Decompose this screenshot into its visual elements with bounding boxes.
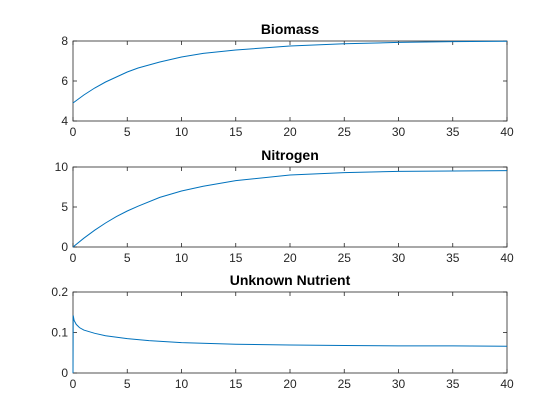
chart-1-series-line — [72, 40, 508, 104]
chart-2-xtick-label: 25 — [338, 251, 352, 265]
chart-3-xtick-label: 30 — [392, 377, 406, 391]
chart-3-xtick-label: 40 — [500, 377, 514, 391]
chart-1-xtick-label: 20 — [283, 125, 297, 139]
chart-1-ytick-label: 4 — [61, 114, 68, 128]
chart-3-xtick-label: 35 — [446, 377, 460, 391]
chart-2-axes-box — [72, 166, 508, 248]
chart-1-xtick-label: 0 — [70, 125, 77, 139]
chart-2-title: Nitrogen — [261, 147, 319, 163]
chart-2-xtick-label: 15 — [229, 251, 243, 265]
chart-1-ytick-label: 6 — [61, 74, 68, 88]
chart-1-xtick-label: 35 — [446, 125, 460, 139]
chart-1-xtick-label: 15 — [229, 125, 243, 139]
chart-3-xtick-label: 25 — [338, 377, 352, 391]
chart-3-xtick-label: 15 — [229, 377, 243, 391]
chart-2-xtick-label: 10 — [175, 251, 189, 265]
chart-1-title: Biomass — [261, 21, 320, 37]
chart-1-xtick-label: 25 — [338, 125, 352, 139]
chart-2-xtick-label: 0 — [70, 251, 77, 265]
chart-1-xtick-label: 5 — [124, 125, 131, 139]
chart-1-xtick-label: 40 — [500, 125, 514, 139]
chart-2-xtick-label: 5 — [124, 251, 131, 265]
chart-3-xtick-label: 5 — [124, 377, 131, 391]
chart-2-xtick-label: 30 — [392, 251, 406, 265]
chart-1-ytick-label: 8 — [61, 34, 68, 48]
chart-3-ytick-label: 0 — [61, 366, 68, 380]
chart-2-series-line — [72, 170, 508, 248]
chart-3-title: Unknown Nutrient — [230, 272, 351, 288]
chart-1-axes-box — [72, 40, 508, 122]
chart-2-ytick-label: 0 — [61, 240, 68, 254]
chart-3-ytick-label: 0.2 — [51, 285, 68, 299]
chart-3-ytick-label: 0.1 — [51, 326, 68, 340]
chart-1-xtick-label: 10 — [175, 125, 189, 139]
chart-2-ytick-label: 10 — [55, 160, 69, 174]
chart-3-xtick-label: 10 — [175, 377, 189, 391]
chart-3-xtick-label: 20 — [283, 377, 297, 391]
chart-1-xtick-label: 30 — [392, 125, 406, 139]
chart-3-series-line — [72, 315, 508, 374]
chart-2-xtick-label: 35 — [446, 251, 460, 265]
chart-2-ytick-label: 5 — [61, 200, 68, 214]
chart-2-xtick-label: 40 — [500, 251, 514, 265]
chart-3-xtick-label: 0 — [70, 377, 77, 391]
chart-2-xtick-label: 20 — [283, 251, 297, 265]
chart-3-axes-box — [72, 291, 508, 374]
